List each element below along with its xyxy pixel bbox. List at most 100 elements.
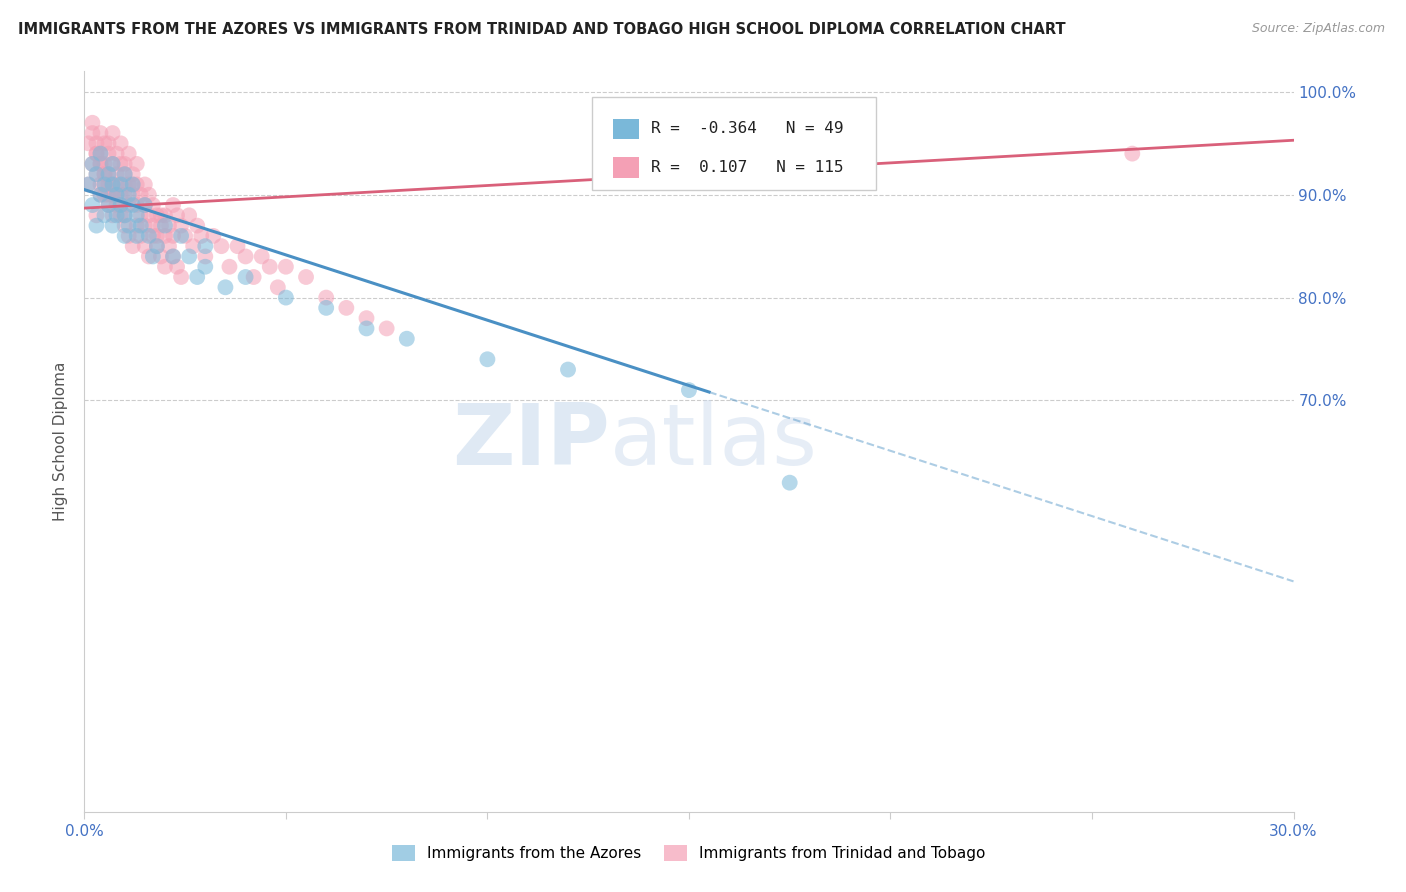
- Point: [114, 228, 136, 243]
- Point: [121, 178, 143, 192]
- Point: [142, 198, 165, 212]
- Point: [105, 146, 128, 161]
- Point: [162, 198, 184, 212]
- Point: [121, 178, 143, 192]
- Point: [142, 219, 165, 233]
- Point: [97, 167, 120, 181]
- Point: [242, 270, 264, 285]
- Point: [89, 146, 111, 161]
- Point: [110, 136, 132, 151]
- Point: [149, 250, 172, 264]
- Point: [138, 187, 160, 202]
- Point: [114, 167, 136, 181]
- Point: [89, 146, 111, 161]
- Point: [125, 157, 148, 171]
- Point: [86, 146, 108, 161]
- Bar: [613, 157, 640, 178]
- Point: [105, 208, 128, 222]
- Point: [110, 187, 132, 202]
- Point: [97, 167, 120, 181]
- Point: [259, 260, 281, 274]
- Point: [235, 270, 257, 285]
- Point: [179, 250, 201, 264]
- Point: [129, 208, 152, 222]
- Point: [93, 178, 115, 192]
- Point: [110, 178, 132, 192]
- Point: [101, 187, 124, 202]
- Point: [162, 250, 184, 264]
- Point: [274, 260, 297, 274]
- Point: [179, 208, 201, 222]
- Point: [129, 187, 152, 202]
- Point: [97, 178, 120, 192]
- Point: [93, 167, 115, 181]
- Point: [118, 219, 141, 233]
- Point: [105, 187, 128, 202]
- Point: [142, 228, 165, 243]
- Point: [89, 178, 111, 192]
- Point: [209, 239, 232, 253]
- Point: [214, 280, 236, 294]
- Point: [101, 157, 124, 171]
- Point: [97, 187, 120, 202]
- Text: ZIP: ZIP: [453, 400, 610, 483]
- Point: [138, 250, 160, 264]
- Point: [134, 219, 156, 233]
- Legend: Immigrants from the Azores, Immigrants from Trinidad and Tobago: Immigrants from the Azores, Immigrants f…: [385, 838, 993, 867]
- Point: [129, 228, 152, 243]
- Point: [86, 146, 108, 161]
- Point: [315, 291, 337, 305]
- Point: [1121, 146, 1143, 161]
- Point: [97, 198, 120, 212]
- Point: [114, 219, 136, 233]
- Point: [101, 187, 124, 202]
- Point: [250, 250, 273, 264]
- Point: [93, 157, 115, 171]
- Point: [125, 208, 148, 222]
- Text: atlas: atlas: [610, 400, 818, 483]
- Point: [118, 228, 141, 243]
- Point: [114, 208, 136, 222]
- Point: [134, 178, 156, 192]
- Point: [121, 239, 143, 253]
- Point: [146, 239, 169, 253]
- Point: [110, 198, 132, 212]
- Point: [114, 178, 136, 192]
- Point: [375, 321, 398, 335]
- Point: [170, 219, 193, 233]
- Point: [77, 178, 100, 192]
- Point: [86, 167, 108, 181]
- Point: [77, 136, 100, 151]
- Point: [125, 198, 148, 212]
- Point: [166, 260, 188, 274]
- Point: [93, 136, 115, 151]
- Point: [114, 157, 136, 171]
- Point: [86, 167, 108, 181]
- Point: [149, 219, 172, 233]
- Point: [82, 126, 104, 140]
- Point: [93, 178, 115, 192]
- Y-axis label: High School Diploma: High School Diploma: [53, 362, 69, 521]
- Point: [274, 291, 297, 305]
- Point: [118, 198, 141, 212]
- Point: [138, 208, 160, 222]
- Point: [157, 239, 180, 253]
- Point: [101, 208, 124, 222]
- Point: [134, 239, 156, 253]
- Point: [89, 187, 111, 202]
- Point: [118, 146, 141, 161]
- Text: IMMIGRANTS FROM THE AZORES VS IMMIGRANTS FROM TRINIDAD AND TOBAGO HIGH SCHOOL DI: IMMIGRANTS FROM THE AZORES VS IMMIGRANTS…: [18, 22, 1066, 37]
- Point: [335, 301, 357, 315]
- Point: [226, 239, 249, 253]
- Point: [93, 187, 115, 202]
- Text: R =  0.107   N = 115: R = 0.107 N = 115: [651, 160, 844, 175]
- Point: [134, 198, 156, 212]
- Point: [142, 250, 165, 264]
- Text: Source: ZipAtlas.com: Source: ZipAtlas.com: [1251, 22, 1385, 36]
- Point: [477, 352, 499, 367]
- Point: [146, 228, 169, 243]
- Point: [267, 280, 290, 294]
- Point: [153, 228, 176, 243]
- Point: [186, 270, 208, 285]
- Point: [134, 198, 156, 212]
